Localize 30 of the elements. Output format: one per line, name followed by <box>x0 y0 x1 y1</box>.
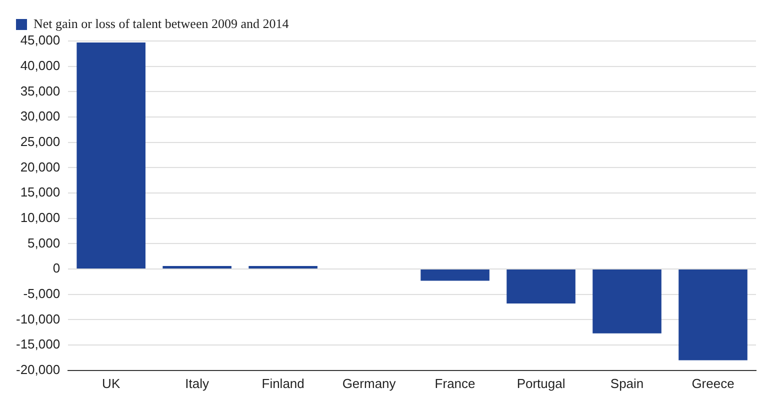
y-tick-label: 20,000 <box>20 159 60 174</box>
y-tick-label: -15,000 <box>16 336 60 352</box>
legend-label: Net gain or loss of talent between 2009 and 2014 <box>34 16 290 31</box>
y-tick-label: -20,000 <box>16 362 60 377</box>
x-tick-label: Portugal <box>516 376 566 391</box>
x-tick-label: UK <box>102 376 120 391</box>
y-tick-label: 15,000 <box>20 184 60 200</box>
x-tick-label: Germany <box>342 376 396 391</box>
bar <box>506 270 576 304</box>
bar <box>678 270 748 360</box>
y-tick-label: 10,000 <box>20 210 60 225</box>
x-tick-label: Greece <box>692 376 734 391</box>
bar <box>420 270 490 281</box>
y-tick-label: 30,000 <box>20 108 60 124</box>
x-tick-label: France <box>434 376 476 391</box>
y-tick-label: 35,000 <box>20 83 60 98</box>
y-tick-label: 45,000 <box>20 32 60 48</box>
bar <box>76 42 146 269</box>
bar <box>592 270 662 334</box>
y-tick-label: -10,000 <box>16 311 60 326</box>
x-tick-label: Finland <box>262 376 304 391</box>
y-tick-label: 5,000 <box>28 235 60 250</box>
bar <box>162 266 232 269</box>
x-tick-label: Italy <box>185 376 210 391</box>
bar <box>248 266 318 269</box>
y-tick-label: 40,000 <box>20 58 60 73</box>
y-tick-label: -5,000 <box>23 286 60 301</box>
y-tick-label: 0 <box>52 260 60 276</box>
y-tick-label: 25,000 <box>20 134 60 149</box>
x-tick-label: Spain <box>610 376 644 391</box>
